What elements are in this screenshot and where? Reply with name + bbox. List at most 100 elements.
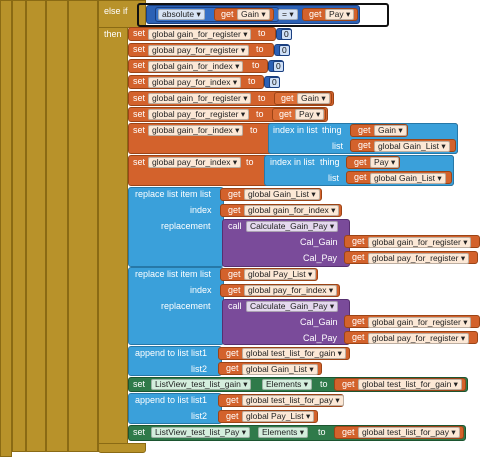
var-label: global pay_for_index: [248, 285, 327, 295]
var-dropdown[interactable]: global pay_for_index ▾: [148, 157, 242, 168]
pay-var-label: Pay: [329, 9, 344, 19]
var-dropdown[interactable]: global Gain_List ▾: [374, 141, 450, 152]
procedure-name: Calculate_Gain_Pay: [250, 221, 328, 231]
var-dropdown[interactable]: global Pay_List ▾: [242, 411, 315, 422]
var-dropdown[interactable]: global gain_for_index ▾: [148, 125, 244, 136]
set-label: set: [133, 76, 146, 86]
var-dropdown[interactable]: global Gain_List ▾: [370, 173, 446, 184]
thing-label: thing: [322, 125, 342, 135]
equals-op-dropdown[interactable]: = ▾: [278, 9, 298, 20]
get-label: get: [228, 269, 241, 279]
var-label: global Pay_List: [246, 411, 304, 421]
equals-op-label: =: [282, 9, 287, 19]
var-label: global pay_for_register: [372, 253, 459, 263]
to-label: to: [256, 109, 264, 119]
var-dropdown[interactable]: global pay_for_register ▾: [148, 109, 250, 120]
property-name: Elements: [262, 427, 298, 437]
list1-label: list1: [191, 395, 208, 405]
var-label: global test_list_for_pay: [246, 395, 333, 405]
append-to-list-gain-block[interactable]: [128, 346, 222, 376]
var-dropdown[interactable]: global pay_for_register ▾: [148, 45, 250, 56]
number-value[interactable]: 0: [273, 61, 284, 72]
var-dropdown[interactable]: global test_list_for_pay ▾: [242, 395, 344, 406]
var-dropdown[interactable]: global test_list_for_gain ▾: [242, 348, 346, 359]
var-dropdown[interactable]: global gain_for_register ▾: [368, 317, 472, 328]
var-dropdown[interactable]: global gain_for_index ▾: [148, 61, 244, 72]
component-dropdown[interactable]: ListView_test_list_Pay ▾: [151, 427, 251, 438]
var-label: global gain_for_index: [152, 61, 233, 71]
get-label: get: [221, 9, 234, 19]
if-block-body[interactable]: [98, 0, 128, 452]
control-rail-5[interactable]: [68, 0, 98, 452]
var-dropdown[interactable]: global Gain_List ▾: [244, 189, 320, 200]
var-dropdown[interactable]: Gain ▾: [374, 125, 407, 136]
get-label: get: [226, 395, 239, 405]
var-label: Pay: [374, 157, 389, 167]
var-dropdown[interactable]: global Gain_List ▾: [242, 364, 318, 375]
absolute-dropdown[interactable]: absolute ▾: [158, 9, 205, 20]
procedure-dropdown[interactable]: Calculate_Gain_Pay ▾: [246, 221, 339, 232]
index-label: index: [190, 285, 212, 295]
get-label: get: [279, 109, 292, 119]
var-dropdown[interactable]: Pay ▾: [295, 109, 325, 120]
var-dropdown[interactable]: global gain_for_index ▾: [244, 205, 340, 216]
property-dropdown[interactable]: Elements ▾: [258, 427, 309, 438]
control-rail-2[interactable]: [12, 0, 26, 452]
number-value[interactable]: 0: [281, 29, 292, 40]
var-label: global pay_for_register: [152, 45, 239, 55]
var-dropdown[interactable]: global pay_for_index ▾: [148, 77, 242, 88]
var-dropdown[interactable]: global gain_for_register ▾: [148, 93, 252, 104]
replace-list-item-pay-block[interactable]: [128, 267, 224, 345]
var-label: global gain_for_register: [372, 317, 461, 327]
var-dropdown[interactable]: global gain_for_register ▾: [368, 237, 472, 248]
append-to-list-label: append to list: [135, 395, 189, 405]
var-dropdown[interactable]: global pay_for_index ▾: [244, 285, 338, 296]
var-label: global Gain_List: [378, 141, 439, 151]
to-label: to: [320, 379, 328, 389]
get-label: get: [228, 205, 241, 215]
arg-cal-pay-label: Cal_Pay: [303, 253, 338, 263]
procedure-dropdown[interactable]: Calculate_Gain_Pay ▾: [246, 301, 339, 312]
property-name: Elements: [266, 379, 302, 389]
set-label: set: [133, 379, 146, 389]
property-dropdown[interactable]: Elements ▾: [262, 379, 313, 390]
append-to-list-pay-block[interactable]: [128, 393, 222, 424]
absolute-label: absolute: [162, 9, 195, 19]
list-label: list: [200, 189, 211, 199]
get-label: get: [228, 189, 241, 199]
gain-var-dropdown[interactable]: Gain ▾: [237, 9, 270, 20]
index-in-list-label: index in list: [270, 157, 315, 167]
replacement-label: replacement: [161, 301, 211, 311]
get-label: get: [342, 427, 355, 437]
pay-var-dropdown[interactable]: Pay ▾: [325, 9, 355, 20]
get-label: get: [226, 348, 239, 358]
selection-highlight: [137, 3, 389, 27]
var-dropdown[interactable]: global pay_for_register ▾: [368, 333, 470, 344]
var-dropdown[interactable]: global gain_for_register ▾: [148, 29, 252, 40]
index-label: index: [190, 205, 212, 215]
list1-label: list1: [191, 348, 208, 358]
var-dropdown[interactable]: global Pay_List ▾: [244, 269, 317, 280]
get-label: get: [226, 411, 239, 421]
control-rail-4[interactable]: [46, 0, 68, 452]
replace-list-item-gain-block[interactable]: [128, 187, 224, 267]
number-value[interactable]: 0: [279, 45, 290, 56]
to-label: to: [258, 93, 266, 103]
var-dropdown[interactable]: global test_list_for_gain ▾: [358, 379, 462, 390]
var-dropdown[interactable]: global pay_for_register ▾: [368, 253, 470, 264]
to-label: to: [246, 157, 254, 167]
control-rail-outer[interactable]: [0, 0, 12, 457]
var-dropdown[interactable]: Pay ▾: [370, 157, 400, 168]
control-rail-3[interactable]: [26, 0, 46, 452]
arg-cal-gain-label: Cal_Gain: [300, 237, 338, 247]
var-dropdown[interactable]: Gain ▾: [297, 93, 330, 104]
set-label: set: [133, 28, 146, 38]
thing-label: thing: [320, 157, 340, 167]
component-dropdown[interactable]: ListView_test_list_gain ▾: [151, 379, 252, 390]
var-dropdown[interactable]: global test_list_for_pay ▾: [358, 427, 460, 438]
get-label: get: [352, 332, 365, 342]
to-label: to: [258, 28, 266, 38]
var-label: global gain_for_register: [372, 237, 461, 247]
number-value[interactable]: 0: [269, 77, 280, 88]
